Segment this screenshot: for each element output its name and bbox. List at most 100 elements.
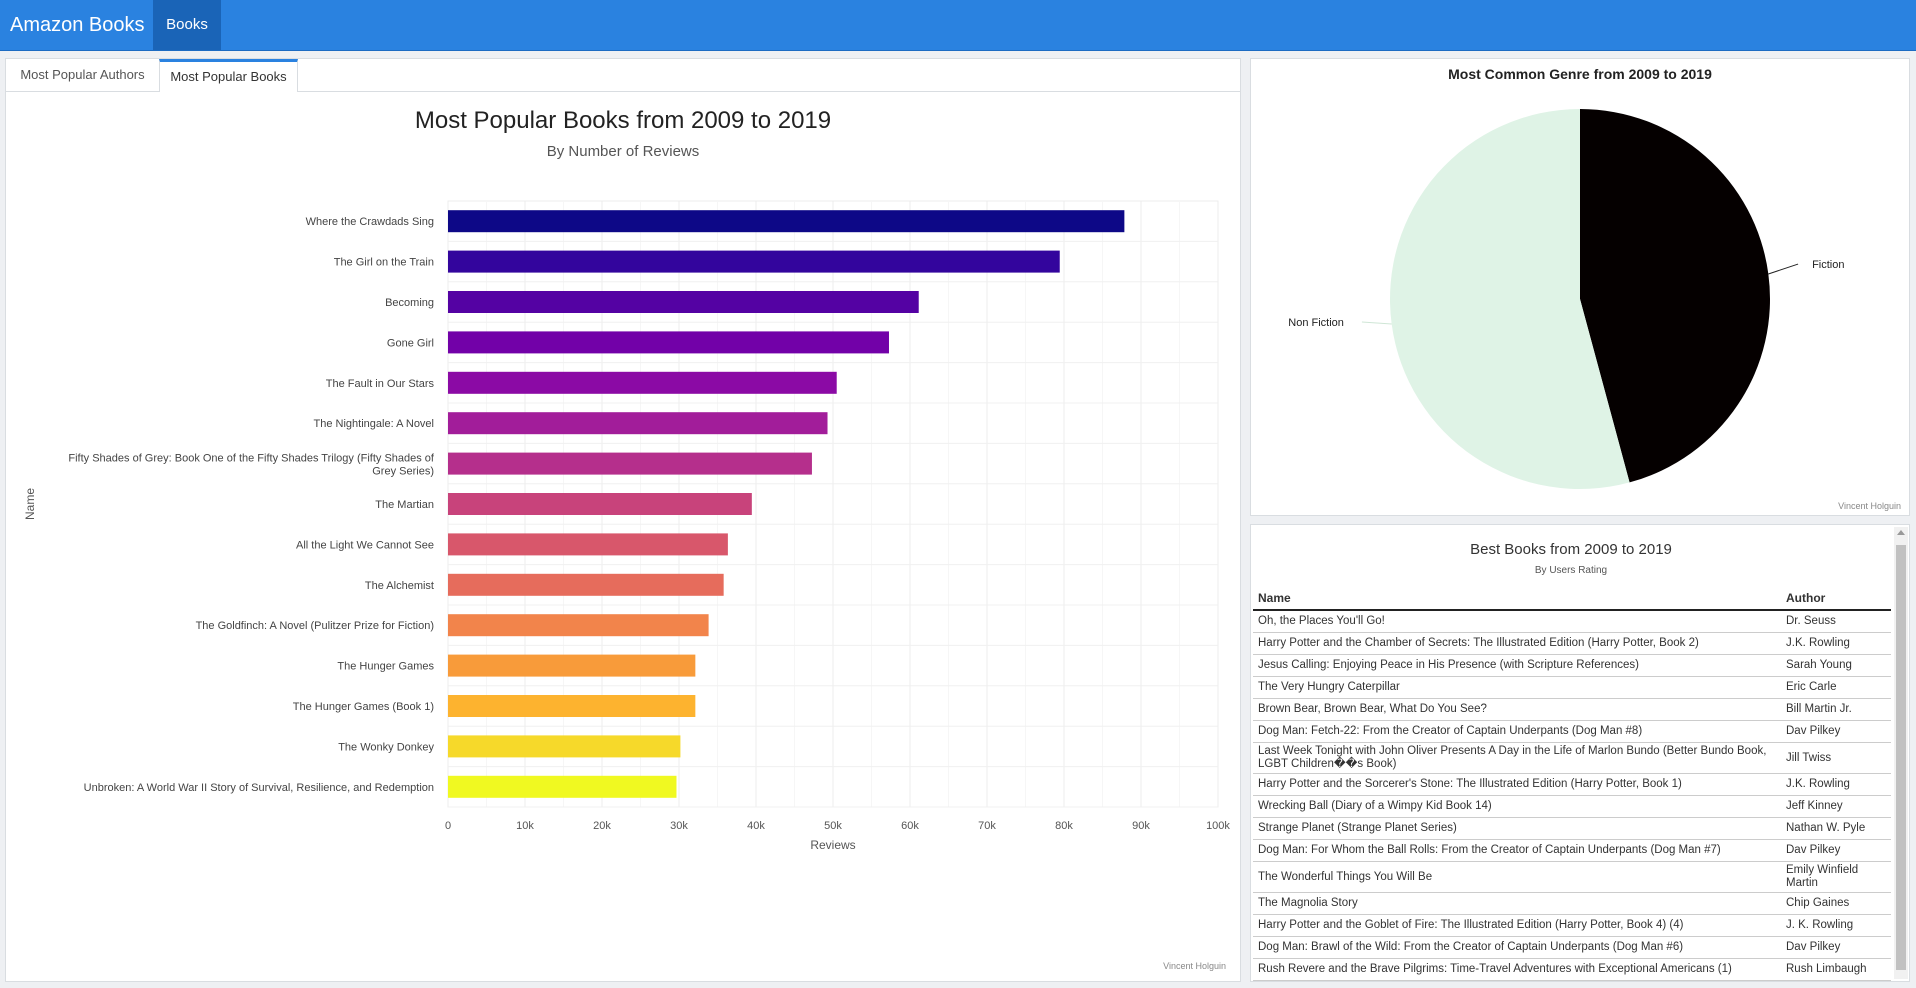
table-row[interactable]: Oh, the Places You'll Go! Dr. Seuss [1253,610,1891,633]
book-name-cell: Dog Man: For Whom the Ball Rolls: From t… [1253,839,1781,862]
y-category-label: Becoming [385,297,434,309]
table-row[interactable]: Dog Man: For Whom the Ball Rolls: From t… [1253,839,1891,862]
author-cell: Rush Limbaugh [1781,958,1891,981]
book-name-cell: The Very Hungry Caterpillar [1253,676,1781,699]
bar [448,695,696,717]
table-row[interactable]: Rush Revere and the Brave Pilgrims: Time… [1253,958,1891,981]
table-row[interactable]: Strange Planet (Strange Planet Series) Na… [1253,817,1891,840]
book-name-cell: The Magnolia Story [1253,892,1781,915]
bar-chart: 0 10k 20k 30k 40k 50k 60k 70k 80k 90k 100k Where th… [23,200,1230,852]
chart-tabbar: Most Popular Authors Most Popular Books [6,59,1240,92]
bar [448,493,752,515]
bar [448,331,889,354]
scrollbar-thumb[interactable] [1896,545,1906,970]
best-books-table-panel: Best Books from 2009 to 2019 By Users Ra… [1250,524,1910,982]
nav-tab-books[interactable]: Books [153,0,221,50]
bar [448,573,724,596]
bar [448,250,1060,273]
pie-leader-line [1768,263,1799,275]
table-row[interactable]: Dog Man: Fetch-22: From the Creator of C… [1253,720,1891,743]
book-name-cell: Harry Potter and the Goblet of Fire: The… [1253,914,1781,937]
book-name-cell: Harry Potter and the Sorcerer's Stone: T… [1253,773,1781,796]
pie-leader-line [1361,321,1392,325]
author-cell: Nathan W. Pyle [1781,817,1891,840]
bar [448,210,1125,233]
author-cell: Dav Pilkey [1781,936,1891,959]
pie-chart-credit: Vincent Holguin [1838,501,1901,511]
y-category-label: Where the Crawdads Sing [306,216,434,228]
author-cell: Bill Martin Jr. [1781,698,1891,721]
table-row[interactable]: Last Week Tonight with John Oliver Prese… [1253,742,1891,774]
book-name-cell: Harry Potter and the Chamber of Secrets:… [1253,632,1781,655]
table-row[interactable]: Harry Potter and the Goblet of Fire: The… [1253,914,1891,937]
bar-chart-subtitle: By Number of Reviews [546,143,700,160]
bar [448,371,837,394]
book-name-cell: Strange Planet (Strange Planet Series) [1253,817,1781,840]
author-cell: Jill Twiss [1781,742,1891,774]
scroll-up-arrow-icon[interactable] [1897,530,1905,535]
pie-chart-panel: Most Common Genre from 2009 to 2019 Ficti… [1250,58,1910,516]
author-cell: J.K. Rowling [1781,773,1891,796]
table-row[interactable]: The Very Hungry Caterpillar Eric Carle [1253,676,1891,699]
y-category-label: The Alchemist [365,580,434,592]
author-cell: Sarah Young [1781,654,1891,677]
column-header-author[interactable]: Author [1781,587,1891,611]
tab-most-popular-authors[interactable]: Most Popular Authors [6,59,160,91]
author-cell: J. K. Rowling [1781,914,1891,937]
table-title: Best Books from 2009 to 2019 [1470,541,1672,558]
y-category-label: Fifty Shades of Grey: Book One of the Fi… [68,453,435,478]
table-row[interactable]: The Wonderful Things You Will Be Emily Wi… [1253,861,1891,893]
table-row[interactable]: Jesus Calling: Enjoying Peace in His Pre… [1253,654,1891,677]
tab-most-popular-books[interactable]: Most Popular Books [159,59,298,92]
book-name-cell: Rush Revere and the Brave Pilgrims: Time… [1253,958,1781,981]
pie-slice [1580,109,1771,483]
y-category-label-line: Grey Series) [372,466,434,478]
bar [448,412,828,435]
table-row[interactable]: Harry Potter and the Chamber of Secrets:… [1253,632,1891,655]
bar-chart-title: Most Popular Books from 2009 to 2019 [414,107,832,134]
table-subtitle: By Users Rating [1534,565,1608,576]
y-category-label: All the Light We Cannot See [296,539,434,551]
y-category-label: The Hunger Games [337,661,434,673]
bar [448,735,681,758]
bar [448,291,919,313]
table-row[interactable]: Brown Bear, Brown Bear, What Do You See?… [1253,698,1891,721]
x-tick-label: 80k [1055,820,1073,832]
x-tick-label: 40k [747,820,765,832]
best-books-table: Name Author Oh, the Places You'll Go! Dr.… [1253,587,1891,981]
bar [448,614,709,637]
author-cell: Dr. Seuss [1781,610,1891,633]
table-row[interactable]: Wrecking Ball (Diary of a Wimpy Kid Book… [1253,795,1891,818]
table-row[interactable]: Harry Potter and the Sorcerer's Stone: T… [1253,773,1891,796]
x-tick-label: 0 [445,820,451,832]
y-axis-title: Name [23,488,37,520]
book-name-cell: The Wonderful Things You Will Be [1253,861,1781,893]
book-name-cell: Dog Man: Brawl of the Wild: From the Cre… [1253,936,1781,959]
y-category-label: The Nightingale: A Novel [314,418,434,430]
y-category-label-line: Fifty Shades of Grey: Book One of the Fi… [68,453,435,465]
book-name-cell: Wrecking Ball (Diary of a Wimpy Kid Book… [1253,795,1781,818]
pie-chart-title: Most Common Genre from 2009 to 2019 [1448,66,1712,82]
table-scrollbar[interactable] [1894,527,1908,979]
bar-chart-panel: Most Popular Authors Most Popular Books … [5,58,1241,982]
column-header-name[interactable]: Name [1253,587,1781,611]
x-tick-label: 30k [670,820,688,832]
book-name-cell: Jesus Calling: Enjoying Peace in His Pre… [1253,654,1781,677]
author-cell: Jeff Kinney [1781,795,1891,818]
app-brand[interactable]: Amazon Books [10,14,145,36]
x-tick-label: 100k [1206,820,1230,832]
pie-chart: Most Common Genre from 2009 to 2019 Ficti… [1288,66,1844,489]
author-cell: Dav Pilkey [1781,720,1891,743]
y-category-label: Unbroken: A World War II Story of Surviv… [84,782,434,794]
author-cell: Eric Carle [1781,676,1891,699]
author-cell: Emily Winfield Martin [1781,861,1891,893]
author-cell: J.K. Rowling [1781,632,1891,655]
author-cell: Dav Pilkey [1781,839,1891,862]
pie-slice [1390,109,1630,489]
pie-slice-label: Non Fiction [1288,317,1344,329]
book-name-cell: Brown Bear, Brown Bear, What Do You See? [1253,698,1781,721]
table-row[interactable]: The Magnolia Story Chip Gaines [1253,892,1891,915]
x-tick-label: 60k [901,820,919,832]
bar [448,452,812,475]
table-row[interactable]: Dog Man: Brawl of the Wild: From the Cre… [1253,936,1891,959]
